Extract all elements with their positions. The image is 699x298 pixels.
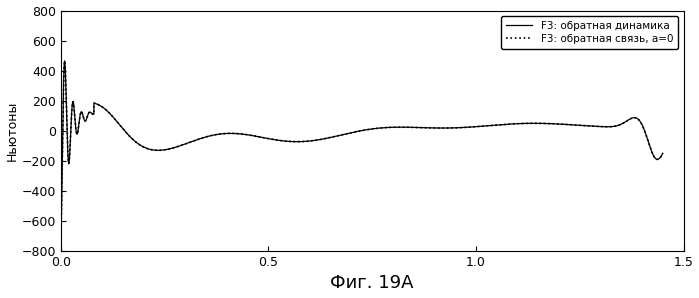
F3: обратная связь, a=0: (0.00653, 264): обратная связь, a=0: (0.00653, 264) (59, 89, 68, 93)
F3: обратная динамика: (0.284, -103): обратная динамика: (0.284, -103) (175, 145, 183, 148)
F3: обратная динамика: (0.00653, 264): обратная динамика: (0.00653, 264) (59, 89, 68, 93)
F3: обратная связь, a=0: (0.0869, 178): обратная связь, a=0: (0.0869, 178) (92, 102, 101, 106)
F3: обратная динамика: (0, -732): обратная динамика: (0, -732) (57, 239, 65, 243)
F3: обратная динамика: (0.0869, 178): обратная динамика: (0.0869, 178) (92, 102, 101, 106)
F3: обратная динамика: (0.0602, 67.3): обратная динамика: (0.0602, 67.3) (82, 119, 90, 122)
F3: обратная динамика: (1.45, -150): обратная динамика: (1.45, -150) (658, 151, 667, 155)
Line: F3: обратная динамика: F3: обратная динамика (61, 61, 663, 241)
F3: обратная динамика: (0.709, -7.22): обратная динамика: (0.709, -7.22) (351, 130, 359, 134)
F3: обратная динамика: (0.00943, 465): обратная динамика: (0.00943, 465) (60, 59, 69, 63)
F3: обратная связь, a=0: (1.37, 81.4): обратная связь, a=0: (1.37, 81.4) (627, 117, 635, 120)
F3: обратная связь, a=0: (0.709, -7.22): обратная связь, a=0: (0.709, -7.22) (351, 130, 359, 134)
F3: обратная связь, a=0: (0.00943, 465): обратная связь, a=0: (0.00943, 465) (60, 59, 69, 63)
F3: обратная связь, a=0: (0, -732): обратная связь, a=0: (0, -732) (57, 239, 65, 243)
Y-axis label: Ньютоны: Ньютоны (6, 101, 19, 161)
F3: обратная связь, a=0: (0.0602, 67.3): обратная связь, a=0: (0.0602, 67.3) (82, 119, 90, 122)
F3: обратная связь, a=0: (1.45, -150): обратная связь, a=0: (1.45, -150) (658, 151, 667, 155)
X-axis label: Фиг. 19А: Фиг. 19А (331, 274, 414, 292)
Legend: F3: обратная динамика, F3: обратная связь, a=0: F3: обратная динамика, F3: обратная связ… (501, 16, 678, 49)
F3: обратная связь, a=0: (0.284, -103): обратная связь, a=0: (0.284, -103) (175, 145, 183, 148)
Line: F3: обратная связь, a=0: F3: обратная связь, a=0 (61, 61, 663, 241)
F3: обратная динамика: (1.37, 81.4): обратная динамика: (1.37, 81.4) (627, 117, 635, 120)
